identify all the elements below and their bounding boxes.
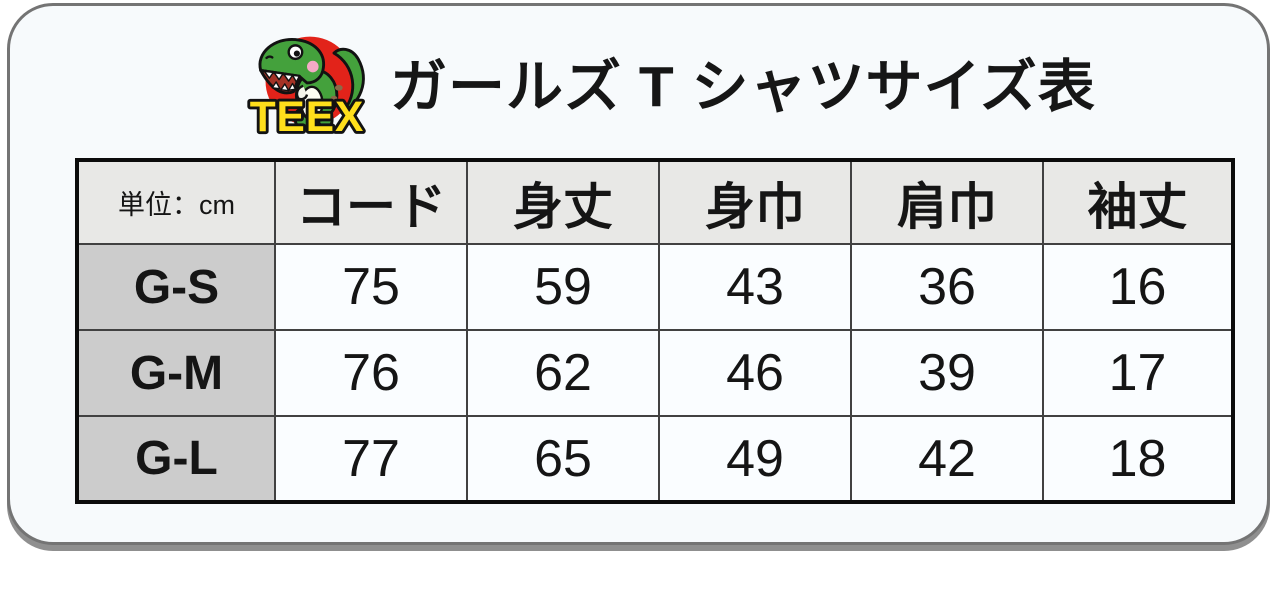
column-header-body-length: 身丈 <box>466 159 660 245</box>
size-cell: 43 <box>658 243 852 331</box>
size-cell: 39 <box>850 329 1044 417</box>
size-cell: 49 <box>658 415 852 503</box>
column-header-shoulder-width: 肩巾 <box>850 159 1044 245</box>
row-label: G-M <box>76 329 276 417</box>
column-header-sleeve-length: 袖丈 <box>1042 159 1234 245</box>
row-label: G-S <box>76 243 276 331</box>
size-cell: 16 <box>1042 243 1234 331</box>
table-row-gs: G-S 75 59 43 36 16 <box>76 243 1234 331</box>
page-title: ガールズ T シャツサイズ表 <box>390 55 1096 119</box>
size-table: 単位：cm コード 身丈 身巾 肩巾 袖丈 G-S 75 59 43 36 16… <box>75 158 1235 504</box>
size-cell: 65 <box>466 415 660 503</box>
table-row-gl: G-L 77 65 49 42 18 <box>76 415 1234 503</box>
size-cell: 36 <box>850 243 1044 331</box>
size-cell: 46 <box>658 329 852 417</box>
table-row-gm: G-M 76 62 46 39 17 <box>76 329 1234 417</box>
header: TEEX ガールズ T シャツサイズ表 <box>238 28 1096 136</box>
size-cell: 62 <box>466 329 660 417</box>
unit-label: 単位：cm <box>76 159 276 245</box>
size-cell: 17 <box>1042 329 1234 417</box>
size-cell: 42 <box>850 415 1044 503</box>
trex-dinosaur-icon <box>258 36 365 129</box>
teex-logo: TEEX <box>247 36 366 136</box>
size-cell: 76 <box>274 329 468 417</box>
row-label: G-L <box>76 415 276 503</box>
size-cell: 77 <box>274 415 468 503</box>
size-cell: 18 <box>1042 415 1234 503</box>
brand-wordmark: TEEX <box>250 93 365 136</box>
size-cell: 75 <box>274 243 468 331</box>
table-header-row: 単位：cm コード 身丈 身巾 肩巾 袖丈 <box>76 159 1234 245</box>
column-header-body-width: 身巾 <box>658 159 852 245</box>
column-header-code: コード <box>274 159 468 245</box>
size-cell: 59 <box>466 243 660 331</box>
card-panel: TEEX ガールズ T シャツサイズ表 単位：cm コード 身丈 身巾 肩巾 袖… <box>7 3 1270 545</box>
